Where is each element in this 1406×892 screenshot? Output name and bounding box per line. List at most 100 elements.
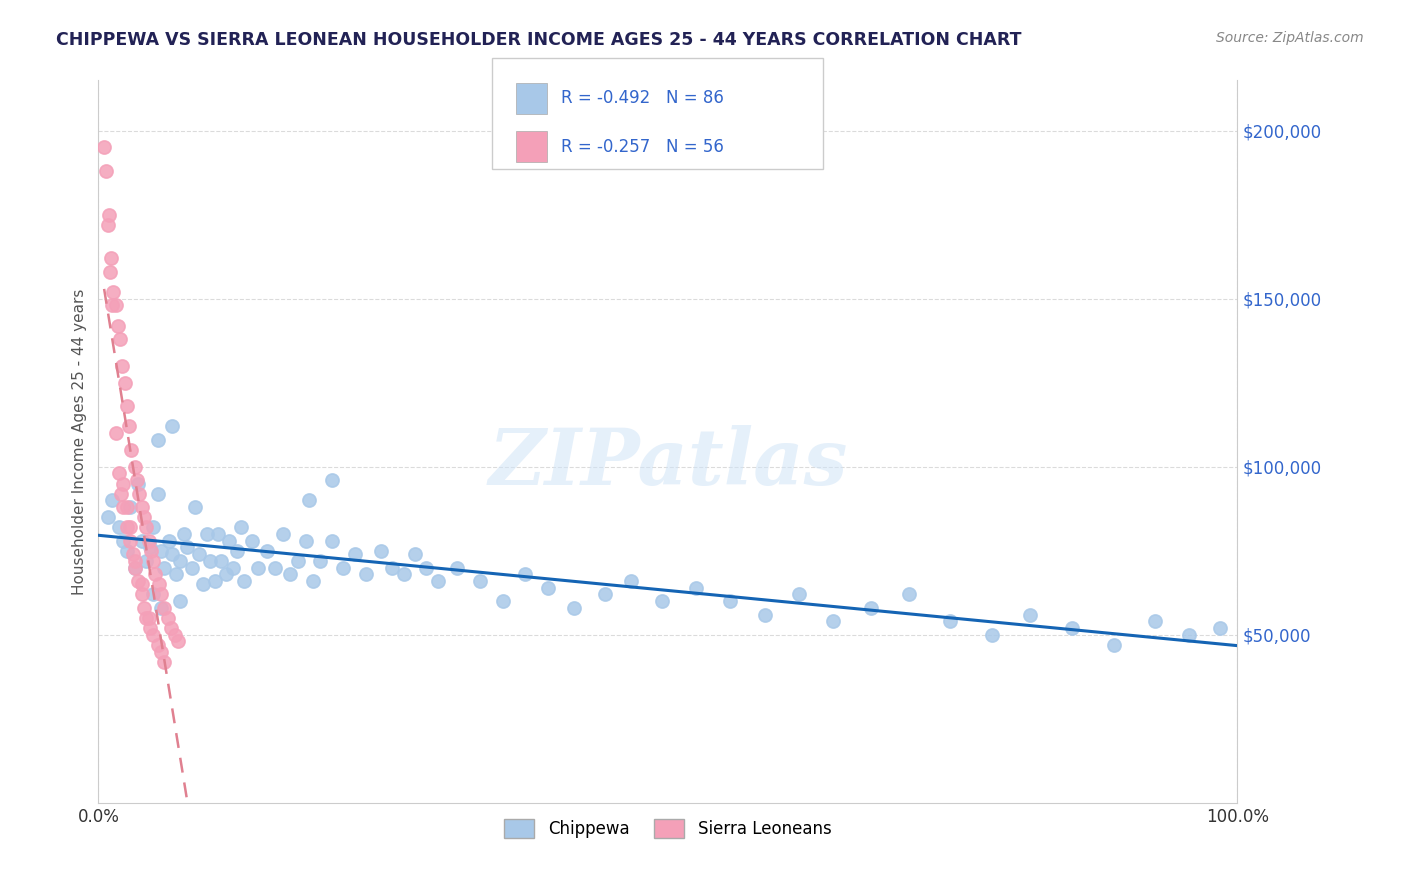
Point bbox=[150, 600, 173, 615]
Point bbox=[153, 655, 176, 669]
Legend: Chippewa, Sierra Leoneans: Chippewa, Sierra Leoneans bbox=[498, 813, 838, 845]
Point bbox=[287, 554, 309, 568]
Point bbox=[96, 510, 118, 524]
Point bbox=[97, 208, 120, 222]
Point bbox=[131, 577, 153, 591]
Point bbox=[1178, 628, 1201, 642]
Point bbox=[278, 567, 301, 582]
Point bbox=[138, 533, 160, 548]
Point bbox=[193, 577, 215, 591]
Point bbox=[115, 399, 138, 413]
Point bbox=[821, 615, 844, 629]
Point bbox=[176, 541, 198, 555]
Point bbox=[120, 520, 142, 534]
Point bbox=[264, 560, 287, 574]
Point bbox=[146, 486, 169, 500]
Point bbox=[204, 574, 226, 588]
Point bbox=[124, 560, 146, 574]
Point bbox=[142, 587, 165, 601]
Point bbox=[127, 476, 149, 491]
Point bbox=[537, 581, 560, 595]
Point bbox=[156, 611, 179, 625]
Point bbox=[321, 533, 343, 548]
Point bbox=[160, 621, 183, 635]
Point bbox=[135, 520, 157, 534]
Point bbox=[93, 140, 115, 154]
Point bbox=[226, 543, 249, 558]
Point bbox=[165, 567, 187, 582]
Point bbox=[131, 500, 153, 514]
Point bbox=[246, 560, 269, 574]
Point bbox=[145, 567, 167, 582]
Point bbox=[163, 628, 186, 642]
Point bbox=[103, 285, 125, 299]
Point bbox=[112, 500, 135, 514]
Point bbox=[118, 419, 141, 434]
Point bbox=[127, 473, 149, 487]
Point bbox=[139, 543, 162, 558]
Point bbox=[309, 554, 332, 568]
Point bbox=[115, 543, 138, 558]
Point bbox=[321, 473, 343, 487]
Point bbox=[173, 527, 195, 541]
Point bbox=[110, 486, 132, 500]
Point bbox=[1104, 638, 1126, 652]
Point bbox=[104, 298, 127, 312]
Point bbox=[620, 574, 643, 588]
Point bbox=[787, 587, 810, 601]
Point bbox=[1144, 615, 1167, 629]
Point bbox=[651, 594, 673, 608]
Point bbox=[298, 493, 321, 508]
Point bbox=[468, 574, 491, 588]
Point bbox=[131, 533, 153, 548]
Point bbox=[115, 520, 138, 534]
Point bbox=[142, 554, 165, 568]
Point bbox=[111, 359, 134, 373]
Point bbox=[685, 581, 707, 595]
Point bbox=[859, 600, 882, 615]
Point bbox=[107, 318, 129, 333]
Point bbox=[112, 533, 135, 548]
Point bbox=[146, 638, 169, 652]
Point bbox=[115, 500, 138, 514]
Point bbox=[104, 426, 127, 441]
Point bbox=[754, 607, 776, 622]
Point bbox=[195, 527, 218, 541]
Point bbox=[150, 543, 173, 558]
Point bbox=[124, 560, 146, 574]
Point bbox=[148, 577, 170, 591]
Point bbox=[392, 567, 415, 582]
Point bbox=[138, 541, 160, 555]
Point bbox=[222, 560, 245, 574]
Point bbox=[108, 332, 131, 346]
Point bbox=[157, 533, 180, 548]
Point bbox=[162, 419, 184, 434]
Point bbox=[96, 218, 118, 232]
Point bbox=[207, 527, 229, 541]
Point bbox=[138, 611, 160, 625]
Point bbox=[301, 574, 323, 588]
Point bbox=[120, 500, 142, 514]
Point bbox=[187, 547, 209, 561]
Point bbox=[229, 520, 252, 534]
Point bbox=[198, 554, 221, 568]
Point bbox=[132, 510, 155, 524]
Point bbox=[120, 442, 142, 457]
Point bbox=[98, 265, 121, 279]
Point bbox=[354, 567, 377, 582]
Text: ZIPatlas: ZIPatlas bbox=[488, 425, 848, 501]
Point bbox=[153, 560, 176, 574]
Point bbox=[108, 520, 131, 534]
Point bbox=[108, 467, 131, 481]
Point bbox=[124, 459, 146, 474]
Point bbox=[142, 520, 165, 534]
Point bbox=[135, 554, 157, 568]
Point bbox=[381, 560, 404, 574]
Point bbox=[446, 560, 468, 574]
Text: Source: ZipAtlas.com: Source: ZipAtlas.com bbox=[1216, 31, 1364, 45]
Point bbox=[101, 298, 124, 312]
Point bbox=[1062, 621, 1084, 635]
Point bbox=[150, 644, 173, 658]
Point bbox=[131, 587, 153, 601]
Point bbox=[492, 594, 515, 608]
